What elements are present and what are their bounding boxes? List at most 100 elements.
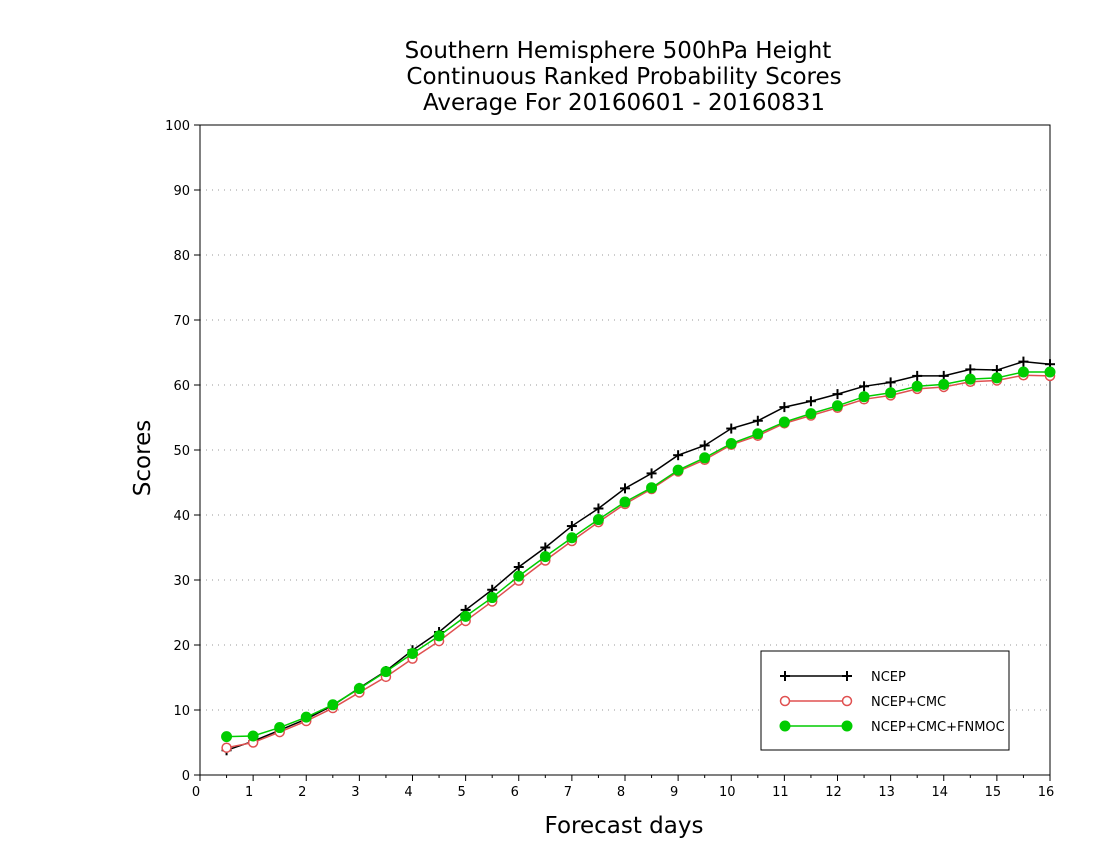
data-point bbox=[274, 722, 286, 734]
chart-title: Southern Hemisphere 500hPa Height Contin… bbox=[405, 38, 842, 116]
x-tick-label: 12 bbox=[825, 785, 842, 800]
title-line-3: Average For 20160601 - 20160831 bbox=[423, 90, 825, 116]
data-point bbox=[539, 551, 551, 563]
data-point bbox=[540, 542, 551, 553]
data-point bbox=[221, 731, 233, 743]
data-point bbox=[858, 391, 870, 403]
data-point bbox=[1017, 366, 1029, 378]
legend-marker bbox=[841, 720, 853, 732]
data-point bbox=[805, 396, 816, 407]
data-point bbox=[938, 378, 950, 390]
data-point bbox=[513, 562, 524, 572]
data-point bbox=[646, 468, 657, 479]
data-point bbox=[885, 387, 897, 399]
x-tick-label: 10 bbox=[719, 785, 736, 800]
data-point bbox=[247, 730, 259, 742]
x-tick-label: 0 bbox=[192, 785, 200, 800]
data-point bbox=[752, 415, 763, 426]
data-point bbox=[885, 377, 896, 388]
legend-marker bbox=[841, 695, 853, 707]
data-point bbox=[300, 711, 312, 723]
legend-label: NCEP+CMC bbox=[871, 695, 946, 710]
data-point bbox=[1044, 366, 1056, 378]
data-point bbox=[912, 370, 923, 381]
data-point bbox=[380, 666, 392, 678]
data-point bbox=[699, 440, 710, 451]
data-point bbox=[725, 438, 737, 449]
x-tick-label: 16 bbox=[1038, 785, 1055, 800]
y-tick-label: 70 bbox=[173, 314, 190, 329]
legend-item: NCEP bbox=[780, 670, 906, 685]
gridlines bbox=[200, 189, 1050, 711]
x-tick-label: 4 bbox=[404, 785, 412, 800]
y-tick-label: 30 bbox=[173, 574, 190, 589]
data-point bbox=[911, 380, 923, 392]
legend-marker bbox=[779, 720, 791, 732]
data-point bbox=[620, 483, 630, 494]
y-tick-label: 20 bbox=[173, 639, 190, 654]
x-axis-label: Forecast days bbox=[545, 813, 704, 839]
legend-label: NCEP bbox=[871, 670, 906, 685]
data-point bbox=[593, 503, 604, 514]
data-point bbox=[646, 482, 658, 494]
y-axis-label: Scores bbox=[130, 420, 156, 496]
data-point bbox=[513, 570, 525, 582]
y-tick-label: 0 bbox=[182, 769, 190, 784]
data-point bbox=[221, 742, 232, 753]
data-point bbox=[407, 647, 418, 659]
x-tick-label: 11 bbox=[772, 785, 789, 800]
series-ncep-cmc-fnmoc bbox=[221, 366, 1056, 743]
x-tick-label: 1 bbox=[245, 785, 253, 800]
y-tick-label: 80 bbox=[173, 249, 190, 264]
x-tick-label: 5 bbox=[457, 785, 465, 800]
series-group bbox=[221, 356, 1056, 756]
x-tick-label: 6 bbox=[511, 785, 519, 800]
data-point bbox=[699, 452, 711, 464]
legend-marker bbox=[842, 671, 852, 681]
x-tick-label: 15 bbox=[985, 785, 1002, 800]
data-point bbox=[805, 408, 817, 420]
x-tick-label: 9 bbox=[670, 785, 678, 800]
x-tick-label: 3 bbox=[351, 785, 359, 800]
y-tick-label: 100 bbox=[165, 119, 190, 134]
x-tick-label: 8 bbox=[617, 785, 625, 800]
data-point bbox=[832, 400, 843, 412]
data-point bbox=[566, 521, 577, 532]
legend: NCEP NCEP+CMC NCEP+CMC+FNMOC bbox=[760, 650, 1010, 751]
data-point bbox=[779, 402, 790, 413]
data-point bbox=[566, 532, 578, 544]
y-tick-label: 60 bbox=[173, 379, 190, 394]
y-tick-label: 50 bbox=[173, 444, 190, 459]
data-point bbox=[752, 428, 764, 440]
data-point bbox=[726, 423, 737, 434]
data-point bbox=[619, 496, 631, 508]
data-point bbox=[353, 683, 365, 695]
data-point bbox=[991, 372, 1003, 384]
data-point bbox=[433, 630, 445, 642]
data-point bbox=[486, 592, 498, 604]
data-point bbox=[965, 364, 976, 375]
data-point bbox=[460, 610, 472, 622]
legend-item: NCEP+CMC+FNMOC bbox=[779, 720, 1005, 735]
legend-entries: NCEP NCEP+CMC NCEP+CMC+FNMOC bbox=[779, 670, 1005, 735]
data-point bbox=[672, 464, 684, 476]
data-point bbox=[964, 373, 976, 385]
legend-item: NCEP+CMC bbox=[779, 695, 946, 710]
x-tick-label: 14 bbox=[931, 785, 948, 800]
data-point bbox=[832, 389, 843, 400]
x-tick-label: 2 bbox=[298, 785, 306, 800]
legend-marker bbox=[780, 671, 790, 681]
x-tick-label: 13 bbox=[878, 785, 895, 800]
data-point bbox=[673, 450, 684, 461]
data-point bbox=[859, 381, 870, 392]
data-point bbox=[327, 699, 339, 711]
y-tick-label: 40 bbox=[173, 509, 190, 524]
legend-label: NCEP+CMC+FNMOC bbox=[871, 720, 1005, 735]
x-tick-label: 7 bbox=[564, 785, 572, 800]
y-tick-label: 90 bbox=[173, 184, 190, 199]
legend-marker bbox=[779, 695, 791, 707]
title-line-2: Continuous Ranked Probability Scores bbox=[406, 64, 841, 90]
data-point bbox=[592, 514, 604, 526]
